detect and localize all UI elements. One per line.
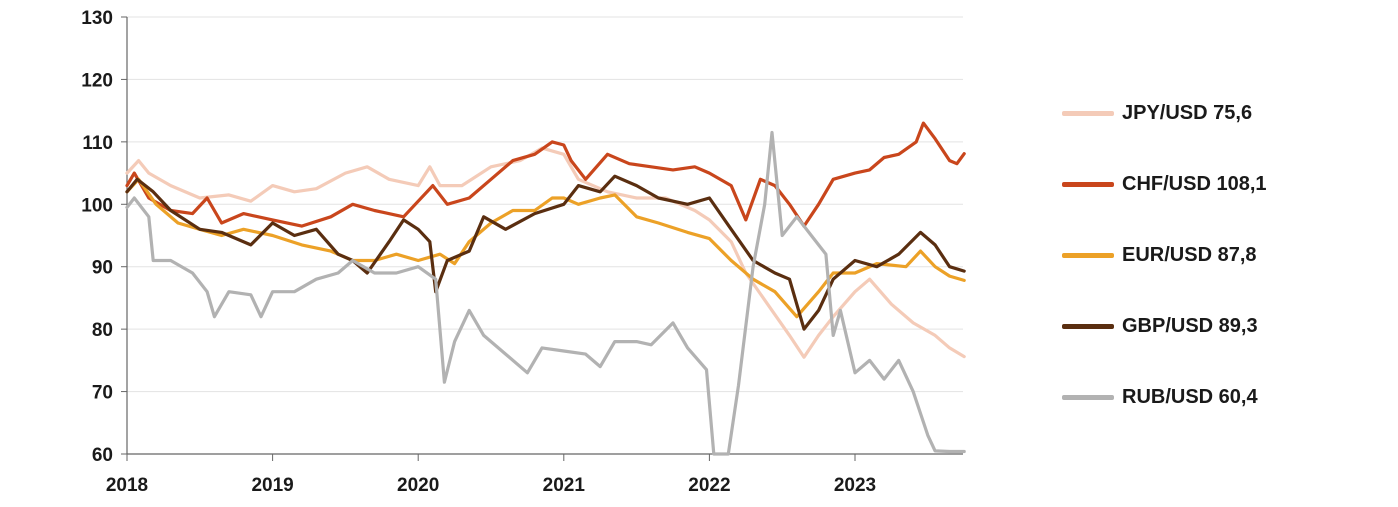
- x-tick-label: 2022: [688, 475, 730, 496]
- legend-label: RUB/USD 60,4: [1122, 385, 1258, 408]
- legend-item-gbp: GBP/USD 89,3: [1062, 311, 1258, 341]
- series-lines: [125, 121, 966, 456]
- legend-label: JPY/USD 75,6: [1122, 101, 1253, 124]
- y-tick-label: 70: [92, 383, 113, 404]
- legend-item-eur: EUR/USD 87,8: [1062, 240, 1257, 270]
- x-tick-label: 2021: [543, 475, 586, 496]
- y-tick-label: 80: [92, 320, 113, 341]
- axes: 60 70 80 90 100 110 120 130 2018 2019 2020 2021 2022…: [81, 8, 963, 496]
- x-tick-label: 2019: [251, 475, 293, 496]
- legend-label: EUR/USD 87,8: [1122, 243, 1257, 266]
- y-tick-label: 120: [81, 70, 113, 91]
- x-tick-label: 2023: [834, 475, 876, 496]
- legend-item-rub: RUB/USD 60,4: [1062, 382, 1258, 412]
- series-line-eur: [125, 177, 966, 319]
- y-tick-label: 100: [81, 195, 113, 216]
- y-tick-label: 90: [92, 258, 113, 279]
- legend-item-chf: CHF/USD 108,1: [1062, 169, 1267, 199]
- series-line-jpy: [125, 146, 966, 359]
- legend-swatch: [1062, 252, 1114, 258]
- y-tick-label: 60: [92, 445, 113, 466]
- legend-label: CHF/USD 108,1: [1122, 172, 1267, 195]
- x-tick-label: 2018: [106, 475, 148, 496]
- legend-swatch: [1062, 394, 1114, 400]
- gridlines: [127, 16, 963, 455]
- series-line-rub: [125, 130, 966, 456]
- y-tick-label: 110: [82, 133, 113, 154]
- y-tick-label: 130: [81, 8, 113, 29]
- legend-item-jpy: JPY/USD 75,6: [1062, 98, 1252, 128]
- legend-swatch: [1062, 181, 1114, 187]
- legend-label: GBP/USD 89,3: [1122, 314, 1258, 337]
- legend-swatch: [1062, 323, 1114, 329]
- legend-swatch: [1062, 110, 1114, 116]
- x-tick-label: 2020: [397, 475, 439, 496]
- series-line-chf: [125, 121, 966, 228]
